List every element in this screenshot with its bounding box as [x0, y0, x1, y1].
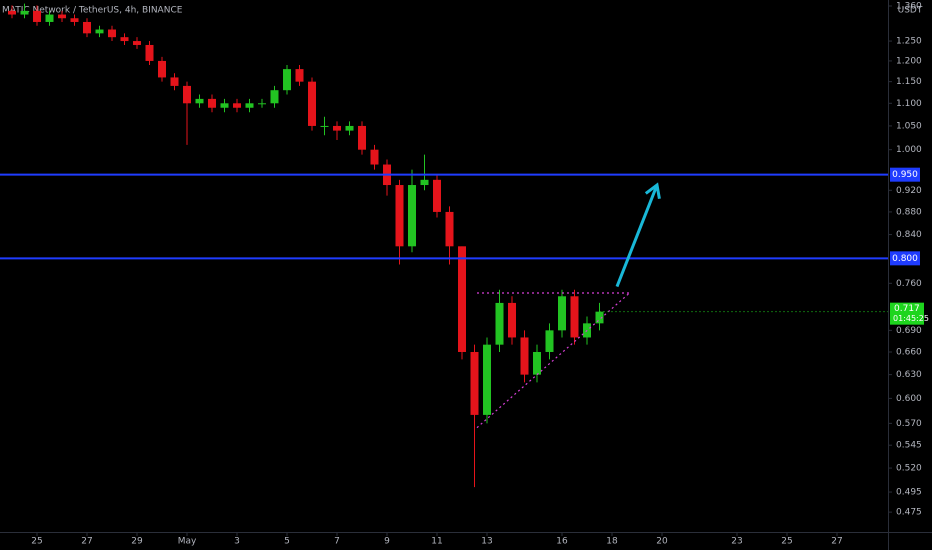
candle-body [58, 14, 66, 19]
y-tick-label: 0.690 [896, 326, 922, 336]
candle-body [133, 41, 141, 45]
candle-body [120, 37, 129, 42]
candle-body [45, 14, 54, 22]
y-tick-label: 1.050 [896, 121, 922, 131]
candle-body [195, 98, 204, 104]
y-tick-label: 1.000 [896, 145, 922, 155]
y-tick-label: 1.200 [896, 56, 922, 66]
candle-body [558, 296, 566, 331]
y-tick-label: 0.495 [896, 488, 922, 498]
x-tick-label: 20 [656, 537, 668, 547]
candle-body [145, 44, 154, 61]
price-label: 0.950 [892, 170, 918, 180]
last-price-label: 0.717 [894, 304, 920, 314]
candle-body [433, 179, 441, 212]
x-tick-label: 16 [556, 537, 568, 547]
candle-body [533, 351, 541, 375]
candle-body [283, 69, 291, 91]
x-tick-label: May [178, 537, 197, 547]
candle-body [83, 21, 91, 34]
candle-body [483, 344, 491, 415]
candle-body [445, 211, 454, 247]
x-tick-label: 27 [831, 537, 842, 547]
candle-body [458, 246, 466, 352]
candle-body [570, 296, 579, 338]
candle-body [395, 185, 404, 247]
y-tick-label: 1.250 [896, 37, 922, 47]
y-tick-label: 0.520 [896, 464, 922, 474]
candle-body [495, 302, 504, 345]
candle-body [508, 302, 516, 338]
y-tick-label: 1.360 [896, 2, 922, 12]
candle-body [8, 10, 16, 15]
arrow-shaft [615, 184, 659, 288]
candle-body [258, 103, 266, 105]
y-tick-label: 0.840 [896, 230, 922, 240]
price-label-box [890, 251, 920, 266]
candle-body [358, 125, 366, 150]
candle-body [208, 98, 216, 108]
x-tick-label: 27 [81, 537, 92, 547]
candle-body [220, 103, 229, 108]
trend-line [476, 292, 630, 429]
candle-body [295, 69, 304, 82]
y-tick-label: 0.880 [896, 207, 922, 217]
x-tick-label: 13 [481, 537, 492, 547]
y-tick-label: 1.150 [896, 77, 922, 87]
x-tick-label: 18 [606, 537, 618, 547]
y-tick-label: 0.475 [896, 508, 922, 518]
candle-body [158, 60, 166, 78]
y-tick-label: 0.920 [896, 186, 922, 196]
y-tick-label: 0.545 [896, 441, 922, 451]
candle-body [333, 125, 341, 131]
candle-body [70, 18, 79, 22]
candle-body [420, 179, 429, 186]
x-tick-label: 25 [31, 537, 42, 547]
candle-body [408, 185, 416, 247]
x-tick-label: 11 [431, 537, 442, 547]
price-label: 0.800 [892, 254, 918, 264]
y-tick-label: 0.600 [896, 394, 922, 404]
candle-body [183, 85, 191, 104]
x-tick-label: 3 [234, 537, 240, 547]
candle-body [33, 10, 41, 22]
candle-body [595, 311, 604, 324]
candle-body [95, 29, 104, 34]
arrow-head [644, 182, 661, 200]
candle-body [370, 149, 379, 165]
y-tick-label: 0.630 [896, 370, 922, 380]
candle-body [233, 103, 241, 108]
candle-body [270, 90, 279, 104]
y-tick-label: 0.570 [896, 419, 922, 429]
candle-body [170, 77, 179, 86]
candle-body [245, 103, 254, 108]
x-tick-label: 29 [131, 537, 143, 547]
candle-body [520, 337, 529, 375]
chart-title: MATIC Network / TetherUS, 4h, BINANCE [2, 6, 183, 16]
countdown-label: 01:45:25 [893, 314, 929, 323]
y-tick-label: 0.760 [896, 279, 922, 289]
last-price-box [890, 302, 924, 325]
x-tick-label: 23 [731, 537, 742, 547]
candle-body [20, 10, 29, 15]
x-tick-label: 25 [781, 537, 792, 547]
candle-body [308, 81, 316, 126]
candle-body [470, 351, 479, 415]
y-tick-label: 0.660 [896, 347, 922, 357]
x-tick-label: 7 [334, 537, 340, 547]
candle-body [345, 125, 354, 131]
x-tick-label: 9 [384, 537, 390, 547]
y-tick-label: 1.100 [896, 99, 922, 109]
candle-body [320, 125, 329, 127]
candle-body [545, 330, 554, 352]
price-label-box [890, 167, 920, 182]
x-tick-label: 5 [284, 537, 290, 547]
candle-body [108, 29, 116, 38]
axis-unit: USDT [898, 6, 923, 16]
